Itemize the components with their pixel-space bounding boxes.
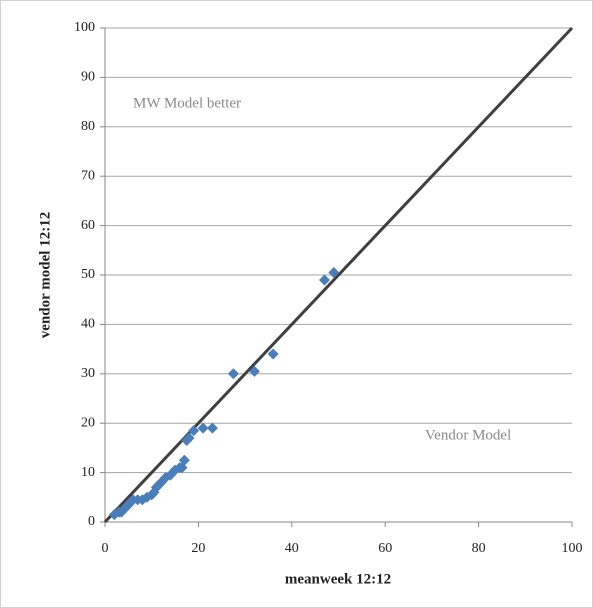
y-tick-label: 60 <box>81 218 95 233</box>
x-tick-label: 0 <box>102 541 109 556</box>
x-tick-label: 80 <box>472 541 486 556</box>
point <box>206 422 218 434</box>
point <box>197 422 209 434</box>
y-tick-label: 70 <box>81 168 95 183</box>
point <box>328 267 340 279</box>
y-tick-label: 20 <box>81 415 95 430</box>
y-tick-label: 50 <box>81 267 95 282</box>
x-axis-title: meanweek 12:12 <box>285 571 391 587</box>
y-tick-label: 10 <box>81 465 95 480</box>
point <box>183 432 195 444</box>
x-tick-label: 20 <box>191 541 205 556</box>
x-tick-label: 100 <box>562 541 583 556</box>
x-tick-label: 60 <box>378 541 392 556</box>
point <box>227 368 239 380</box>
annotation: Vendor Model <box>425 427 511 443</box>
y-tick-label: 90 <box>81 70 95 85</box>
point <box>188 425 200 437</box>
y-tick-label: 0 <box>88 514 95 529</box>
point <box>248 365 260 377</box>
y-tick-label: 80 <box>81 119 95 134</box>
x-tick-label: 40 <box>285 541 299 556</box>
y-tick-label: 100 <box>74 20 95 35</box>
point <box>267 348 279 360</box>
point <box>108 509 120 521</box>
y-axis-title: vendor model 12:12 <box>37 212 53 338</box>
y-tick-label: 30 <box>81 366 95 381</box>
point <box>178 454 190 466</box>
y-tick-label: 40 <box>81 317 95 332</box>
point <box>318 274 330 286</box>
annotation: MW Model better <box>133 95 241 111</box>
